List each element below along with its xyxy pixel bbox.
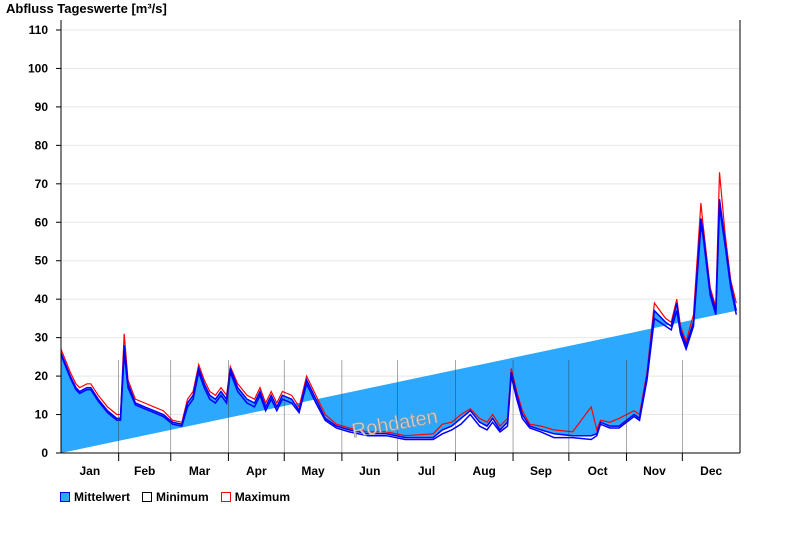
y-tick-label: 60 bbox=[35, 215, 49, 229]
legend-item-mean: Mittelwert bbox=[60, 490, 130, 504]
legend: Mittelwert Minimum Maximum bbox=[60, 490, 290, 504]
x-tick-label: Aug bbox=[473, 464, 496, 478]
x-tick-label: Nov bbox=[643, 464, 666, 478]
chart-title: Abfluss Tageswerte [m³/s] bbox=[6, 1, 167, 16]
x-tick-label: Dec bbox=[700, 464, 722, 478]
maximum-line bbox=[60, 172, 737, 437]
legend-swatch-max bbox=[220, 492, 231, 502]
x-tick-label: Jul bbox=[418, 464, 435, 478]
y-tick-label: 80 bbox=[35, 138, 49, 152]
legend-swatch-mean bbox=[60, 492, 70, 502]
y-tick-label: 0 bbox=[41, 446, 48, 460]
x-tick-label: Sep bbox=[530, 464, 552, 478]
x-tick-label: Mar bbox=[189, 464, 211, 478]
x-tick-label: Apr bbox=[246, 464, 267, 478]
mean-area bbox=[61, 199, 737, 453]
legend-swatch-min bbox=[142, 492, 153, 502]
series-group bbox=[60, 172, 738, 453]
y-tick-label: 110 bbox=[29, 23, 49, 37]
legend-label: Mittelwert bbox=[74, 490, 131, 504]
y-tick-label: 30 bbox=[35, 331, 49, 345]
legend-label: Minimum bbox=[156, 490, 209, 504]
y-tick-label: 40 bbox=[35, 292, 49, 306]
x-tick-label: Jan bbox=[79, 464, 100, 478]
y-tick-label: 90 bbox=[35, 100, 49, 114]
legend-item-max: Maximum bbox=[220, 490, 291, 504]
x-tick-label: May bbox=[301, 464, 325, 478]
y-tick-label: 20 bbox=[35, 369, 49, 383]
x-tick-label: Oct bbox=[588, 464, 608, 478]
y-tick-label: 10 bbox=[35, 408, 49, 422]
y-tick-label: 70 bbox=[35, 177, 49, 191]
legend-item-min: Minimum bbox=[142, 490, 209, 504]
x-tick-label: Feb bbox=[134, 464, 155, 478]
x-tick-label: Jun bbox=[359, 464, 380, 478]
mean-line bbox=[60, 199, 738, 439]
y-tick-label: 50 bbox=[35, 254, 49, 268]
y-tick-label: 100 bbox=[28, 61, 48, 75]
minimum-line bbox=[60, 206, 738, 441]
axes: 0 10 20 30 40 50 60 70 80 90 100 110 Jan Feb Mar Apr May… bbox=[28, 20, 741, 478]
legend-label: Maximum bbox=[234, 490, 291, 504]
